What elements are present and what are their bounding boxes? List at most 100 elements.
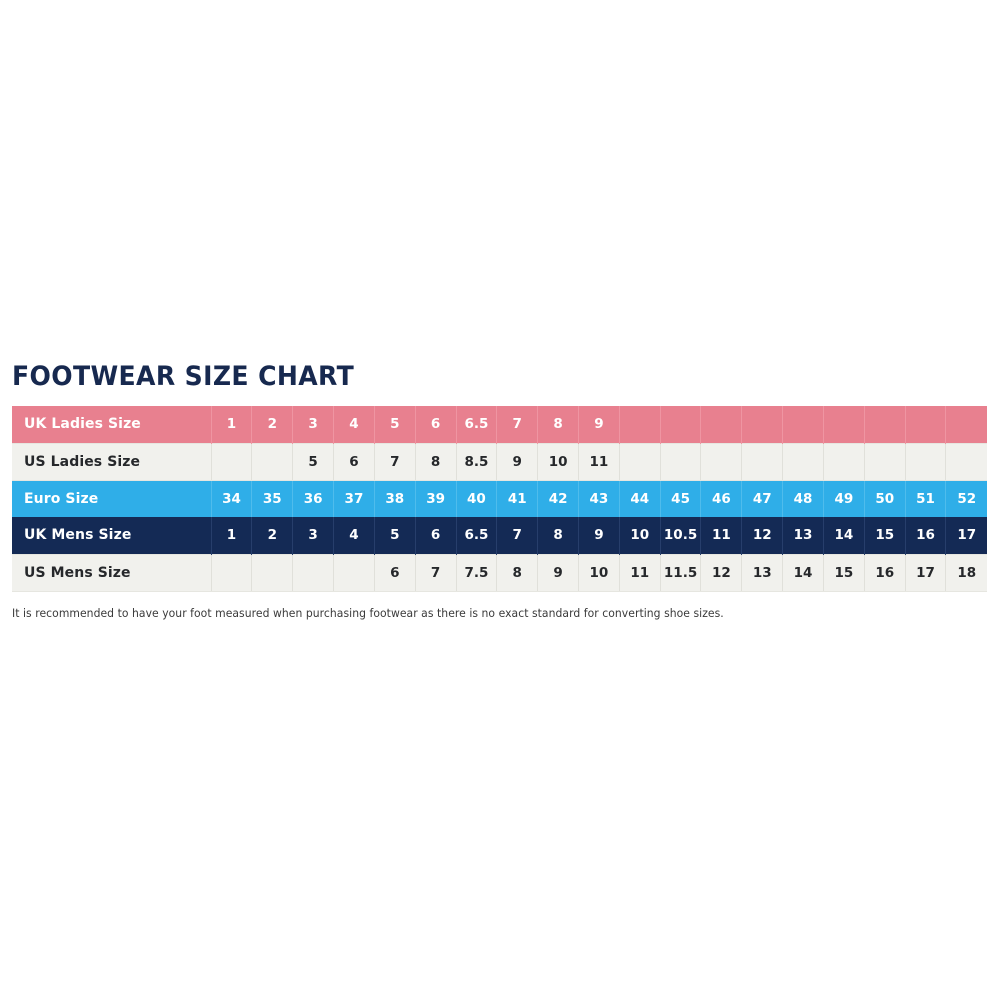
size-cell: 37 [333,480,375,517]
size-cell: 7 [496,517,539,554]
size-chart-table: UK Ladies Size 1 2 3 4 5 6 6.5 7 8 9 US Ladies Size… [12,406,987,592]
size-cell: 5 [374,517,416,554]
size-cell: 15 [823,553,865,592]
size-cell [292,553,335,592]
size-cell [741,442,784,481]
size-cell: 3 [292,517,335,554]
row-label-uk-mens-size: UK Mens Size [12,517,212,554]
size-cell: 42 [537,480,579,517]
size-cell: 6.5 [456,517,498,554]
size-chart-table-body: UK Ladies Size 1 2 3 4 5 6 6.5 7 8 9 US Ladies Size… [12,406,987,592]
size-cell [211,553,253,592]
size-cell: 7 [496,406,539,443]
size-cell [741,406,784,443]
size-cell: 8 [537,517,579,554]
size-cell [619,406,661,443]
size-cell: 5 [374,406,416,443]
size-cell: 1 [211,517,253,554]
size-cell: 11 [578,442,620,481]
size-cell: 10 [537,442,579,481]
size-cell: 16 [905,517,947,554]
size-cell: 17 [905,553,947,592]
size-cell: 6 [333,442,375,481]
size-cell: 6.5 [456,406,498,443]
size-cell: 4 [333,517,375,554]
size-cell: 6 [374,553,416,592]
table-row: UK Mens Size 1 2 3 4 5 6 6.5 7 8 9 10 10.5 11 12 13 14 15… [12,517,987,554]
size-cell: 13 [741,553,784,592]
size-cell: 2 [251,406,294,443]
size-cell: 9 [496,442,539,481]
row-label-us-mens-size: US Mens Size [12,553,212,592]
row-label-us-ladies-size: US Ladies Size [12,442,212,481]
size-cell: 12 [700,553,743,592]
size-cell [660,406,702,443]
size-cell: 47 [741,480,784,517]
size-cell [864,442,906,481]
size-cell [211,442,253,481]
table-row: UK Ladies Size 1 2 3 4 5 6 6.5 7 8 9 [12,406,987,443]
size-cell: 41 [496,480,539,517]
size-cell [823,442,865,481]
size-cell: 6 [415,406,457,443]
size-cell: 11.5 [660,553,702,592]
size-cell: 36 [292,480,335,517]
size-cell [945,442,987,481]
size-cell [251,553,294,592]
size-cell: 14 [823,517,865,554]
size-cell: 40 [456,480,498,517]
size-cell: 3 [292,406,335,443]
size-cell: 8.5 [456,442,498,481]
size-cell: 34 [211,480,253,517]
row-label-euro-size: Euro Size [12,480,212,517]
size-cell: 12 [741,517,784,554]
size-cell: 50 [864,480,906,517]
size-cell [782,406,824,443]
size-cell [782,442,824,481]
size-cell: 38 [374,480,416,517]
size-cell: 8 [415,442,457,481]
size-cell: 11 [619,553,661,592]
size-cell: 18 [945,553,987,592]
size-cell: 8 [537,406,579,443]
size-cell [660,442,702,481]
size-cell: 49 [823,480,865,517]
size-cell: 4 [333,406,375,443]
size-cell: 7 [415,553,457,592]
size-cell [700,442,743,481]
size-cell: 16 [864,553,906,592]
table-row: US Mens Size 6 7 7.5 8 9 10 11 11.5 12 13 14 15 16 17 1… [12,553,987,592]
size-cell: 10 [578,553,620,592]
size-cell [864,406,906,443]
size-cell: 44 [619,480,661,517]
size-cell: 9 [537,553,579,592]
size-cell: 45 [660,480,702,517]
size-cell: 8 [496,553,539,592]
table-row: US Ladies Size 5 6 7 8 8.5 9 10 11 [12,442,987,481]
size-cell: 46 [700,480,743,517]
size-cell: 7.5 [456,553,498,592]
size-cell: 35 [251,480,294,517]
size-cell: 17 [945,517,987,554]
size-cell [905,442,947,481]
size-cell: 1 [211,406,253,443]
size-cell: 9 [578,517,620,554]
size-cell: 39 [415,480,457,517]
size-cell: 52 [945,480,987,517]
size-cell: 15 [864,517,906,554]
size-cell: 7 [374,442,416,481]
size-cell: 9 [578,406,620,443]
table-row: Euro Size 34 35 36 37 38 39 40 41 42 43 44 45 46 47 48 4… [12,480,987,517]
size-cell: 10 [619,517,661,554]
size-cell: 6 [415,517,457,554]
size-cell: 2 [251,517,294,554]
size-cell [619,442,661,481]
size-cell [905,406,947,443]
size-cell [700,406,743,443]
size-cell [945,406,987,443]
size-cell: 10.5 [660,517,702,554]
size-cell: 43 [578,480,620,517]
size-cell [251,442,294,481]
size-cell [823,406,865,443]
